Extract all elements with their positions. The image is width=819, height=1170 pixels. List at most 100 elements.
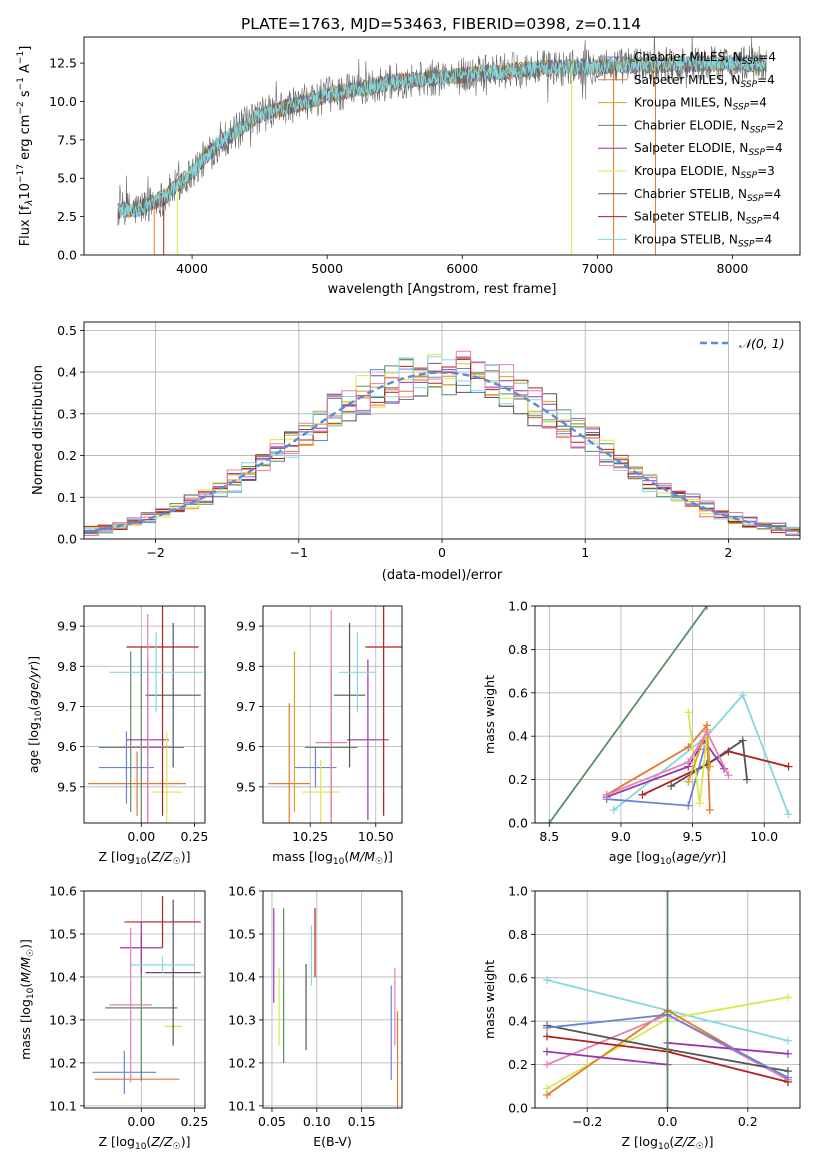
x-axis-label: (data-model)/error (382, 568, 503, 583)
y-tick-label: 10.2 (49, 1055, 77, 1070)
weight-vs-age-panel: 8.5 9.0 9.5 10.0 0.0 0.2 0.4 0.6 0.8 1.0 age [log1… (482, 599, 801, 867)
legend-entry: Chabrier MILES, NSSP=4 (634, 50, 776, 67)
y-tick-label: 9.5 (236, 779, 256, 794)
x-tick-label: 1 (581, 545, 589, 560)
plot-area (92, 896, 201, 1094)
x-tick-label: −1 (290, 545, 308, 560)
y-tick-label: 10.2 (228, 1055, 256, 1070)
x-axis-label: wavelength [Angstrom, rest frame] (328, 282, 557, 297)
x-tick-label: 10.50 (358, 829, 394, 844)
axes-frame (534, 605, 801, 824)
axes-frame (262, 605, 403, 824)
x-tick-label: 8.5 (539, 829, 559, 844)
y-tick-label: 10.4 (228, 969, 256, 984)
y-axis-label: mass [log10(M/M☉)] (18, 939, 36, 1060)
legend-value: =4 (758, 50, 776, 64)
x-tick-label: 0.25 (180, 1114, 208, 1129)
y-axis-label: age [log10(age/yr)] (26, 656, 44, 773)
age-vs-metallicity-panel: 0.00 0.25 9.5 9.6 9.7 9.8 9.9 Z [log10(Z/Z☉)] ag… (26, 605, 208, 867)
y-tick-label: 10.0 (49, 94, 77, 109)
legend-value: =4 (765, 141, 783, 155)
legend-subscript: SSP (738, 239, 755, 249)
legend-entry: Salpeter ELODIE, NSSP=4 (634, 141, 783, 158)
legend-subscript: SSP (748, 148, 765, 158)
axes-frame (83, 321, 801, 540)
y-tick-label: 0.0 (508, 1101, 528, 1116)
gridlines (263, 606, 402, 823)
x-tick-label: 0.00 (127, 1114, 155, 1129)
y-tick-label: 10.6 (49, 884, 77, 899)
y-tick-label: 1.0 (508, 599, 528, 614)
y-tick-label: 10.5 (228, 926, 256, 941)
y-tick-label: 0.0 (508, 816, 528, 831)
legend-subscript: SSP (742, 57, 759, 67)
weight-line (548, 606, 708, 823)
x-tick-label: 0.25 (180, 829, 208, 844)
axes-frame (262, 890, 403, 1109)
legend-entry: Kroupa MILES, NSSP=4 (634, 96, 767, 113)
y-tick-label: 9.9 (236, 619, 256, 634)
x-tick-label: 0 (438, 545, 446, 560)
legend-value: =4 (757, 73, 775, 87)
weight-line (606, 738, 725, 798)
y-axis-label: mass weight (482, 675, 497, 754)
y-tick-label: 10.5 (49, 926, 77, 941)
y-tick-label: 0.5 (57, 323, 77, 338)
spectrum-panel: 4000 5000 6000 7000 8000 0.0 2.5 5.0 7.5 10.0 12.5… (16, 36, 801, 297)
legend-entry: Kroupa STELIB, NSSP=4 (634, 232, 772, 249)
x-tick-label: 9.5 (683, 829, 703, 844)
gridlines (535, 605, 800, 824)
y-tick-label: 7.5 (57, 132, 77, 147)
y-tick-label: 9.7 (57, 699, 77, 714)
x-tick-label: 10.25 (292, 829, 328, 844)
x-tick-label: 0.0 (658, 1114, 678, 1129)
y-tick-label: 10.1 (228, 1098, 256, 1113)
x-axis-label: mass [log10(M/M☉)] (272, 849, 393, 867)
x-axis-label: E(B-V) (313, 1134, 352, 1149)
legend-entry: Chabrier STELIB, NSSP=4 (634, 187, 781, 204)
y-tick-label: 0.0 (57, 248, 77, 263)
y-tick-label: 9.8 (236, 659, 256, 674)
x-tick-label: −0.2 (572, 1114, 602, 1129)
observed-spectrum-line (117, 37, 767, 226)
legend-subscript: SSP (741, 80, 758, 90)
residual-histogram-panel: −2 −1 0 1 2 0.0 0.1 0.2 0.3 0.4 0.5 (data-model)/er… (31, 321, 801, 583)
gridlines (84, 606, 205, 823)
y-tick-label: 2.5 (57, 209, 77, 224)
y-tick-label: 0.4 (57, 365, 77, 380)
plot-area (84, 350, 800, 536)
x-tick-label: 5000 (311, 261, 343, 276)
y-tick-label: 0.8 (508, 642, 528, 657)
x-tick-label: 6000 (446, 261, 478, 276)
x-tick-label: 7000 (581, 261, 613, 276)
x-axis-label: age [log10(age/yr)] (609, 849, 726, 867)
y-tick-label: 10.4 (49, 969, 77, 984)
legend-entry: 𝒩(0, 1) (739, 336, 785, 351)
y-tick-label: 0.6 (508, 685, 528, 700)
axes-frame (534, 890, 801, 1109)
weight-line (606, 730, 730, 796)
x-axis-label: Z [log10(Z/Z☉)] (622, 1134, 714, 1152)
x-tick-label: 0.15 (348, 1114, 376, 1129)
y-tick-label: 10.3 (49, 1012, 77, 1027)
y-tick-label: 0.4 (508, 729, 528, 744)
legend-entry: Salpeter MILES, NSSP=4 (634, 73, 775, 90)
x-tick-label: 9.0 (611, 829, 631, 844)
x-tick-label: 0.2 (738, 1114, 758, 1129)
y-axis-label: Normed distribution (31, 365, 46, 495)
legend-subscript: SSP (733, 103, 750, 113)
y-tick-label: 9.8 (57, 659, 77, 674)
y-tick-label: 5.0 (57, 171, 77, 186)
x-tick-label: 0.05 (258, 1114, 286, 1129)
legend-subscript: SSP (750, 125, 767, 135)
x-tick-label: 8000 (717, 261, 749, 276)
y-tick-label: 10.3 (228, 1012, 256, 1027)
y-tick-label: 0.6 (508, 970, 528, 985)
y-axis-label: Flux [fλ10−17 erg cm−2 s−1 A−1] (16, 46, 35, 247)
legend-entry: Salpeter STELIB, NSSP=4 (634, 210, 780, 227)
plot-area (88, 606, 203, 823)
legend-entry: Chabrier ELODIE, NSSP=2 (634, 118, 784, 135)
legend-value: =4 (749, 96, 767, 110)
legend-value: =3 (757, 164, 775, 178)
x-tick-label: 4000 (176, 261, 208, 276)
